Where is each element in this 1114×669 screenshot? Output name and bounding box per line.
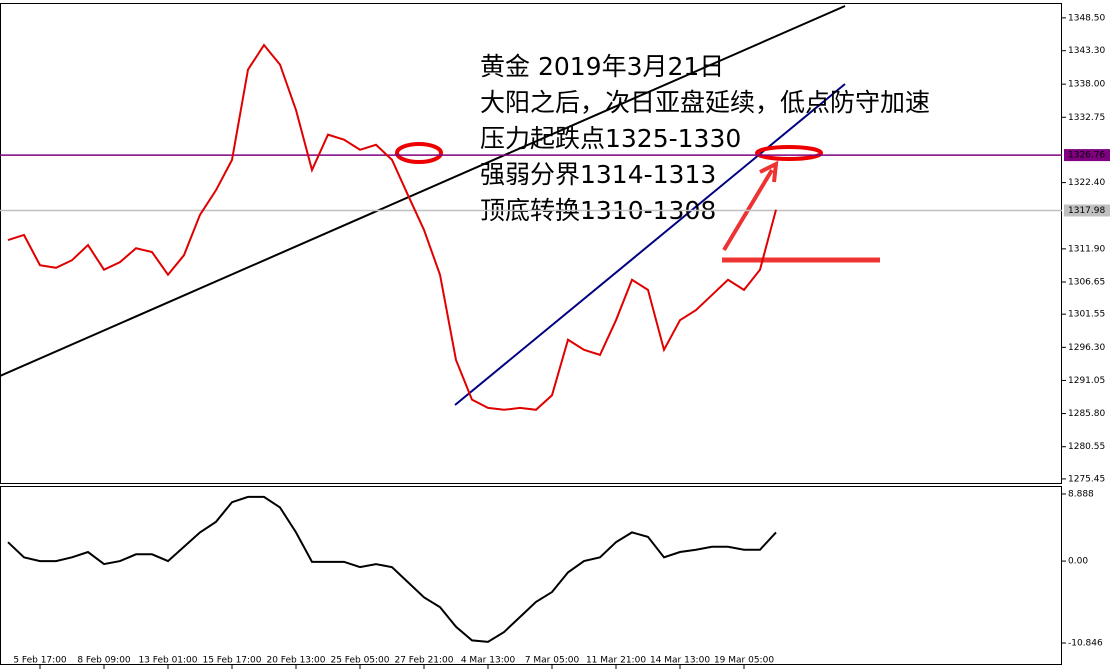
y-tick-label: 1338.00	[1068, 80, 1105, 90]
annotation: 黄金 2019年3月21日	[480, 52, 724, 81]
y-tick-label: 1280.55	[1068, 442, 1105, 452]
main-panel	[0, 3, 1062, 484]
y-tick-label: 1348.50	[1068, 13, 1105, 23]
y-tick-label: 1306.65	[1068, 277, 1105, 287]
x-tick-label: 20 Feb 13:00	[266, 656, 325, 666]
series-line	[7, 43, 777, 411]
y-tick-label: -10.846	[1068, 638, 1103, 648]
annotation: 大阳之后，次日亚盘延续，低点防守加速	[480, 88, 930, 117]
y-tick-label: 1311.90	[1068, 244, 1105, 254]
y-tick-label: 1343.30	[1068, 46, 1105, 56]
y-tick-label: 1296.30	[1068, 343, 1105, 353]
y-tick-label: 1322.40	[1068, 178, 1105, 188]
annotation: 强弱分界1314-1313	[480, 160, 716, 189]
x-tick-label: 7 Mar 05:00	[525, 656, 580, 666]
y-tick-label: 1275.45	[1068, 474, 1105, 484]
price-label: 1326.76	[1068, 151, 1105, 161]
y-tick-label: 8.888	[1068, 489, 1094, 499]
indicator-panel	[0, 486, 1062, 665]
highlight	[755, 145, 823, 161]
x-tick-label: 4 Mar 13:00	[461, 656, 516, 666]
x-tick-label: 19 Mar 05:00	[714, 656, 774, 666]
x-tick-label: 27 Feb 21:00	[394, 656, 453, 666]
y-tick-label: 1301.55	[1068, 310, 1105, 320]
x-tick-label: 25 Feb 05:00	[330, 656, 389, 666]
trend-line	[454, 83, 846, 406]
x-tick-label: 8 Feb 09:00	[77, 656, 131, 666]
x-tick-label: 14 Mar 13:00	[650, 656, 710, 666]
x-tick-label: 13 Feb 01:00	[138, 656, 197, 666]
y-tick-label: 1291.05	[1068, 376, 1105, 386]
price-label-bg	[1064, 149, 1110, 162]
y-tick-label: 1285.80	[1068, 409, 1105, 419]
y-tick-label: 0.00	[1068, 557, 1088, 567]
highlight	[395, 142, 443, 164]
x-tick-label: 5 Feb 17:00	[13, 656, 67, 666]
price-label-bg	[1064, 204, 1110, 217]
series-line	[7, 495, 777, 643]
x-tick-label: 11 Mar 21:00	[586, 656, 646, 666]
annotation: 压力起跌点1325-1330	[480, 124, 741, 153]
x-tick-label: 15 Feb 17:00	[202, 656, 261, 666]
annotations: 黄金 2019年3月21日大阳之后，次日亚盘延续，低点防守加速压力起跌点1325…	[480, 52, 930, 225]
trend-line	[0, 5, 846, 377]
y-tick-label: 1332.75	[1068, 113, 1105, 123]
price-label: 1317.98	[1068, 206, 1105, 216]
